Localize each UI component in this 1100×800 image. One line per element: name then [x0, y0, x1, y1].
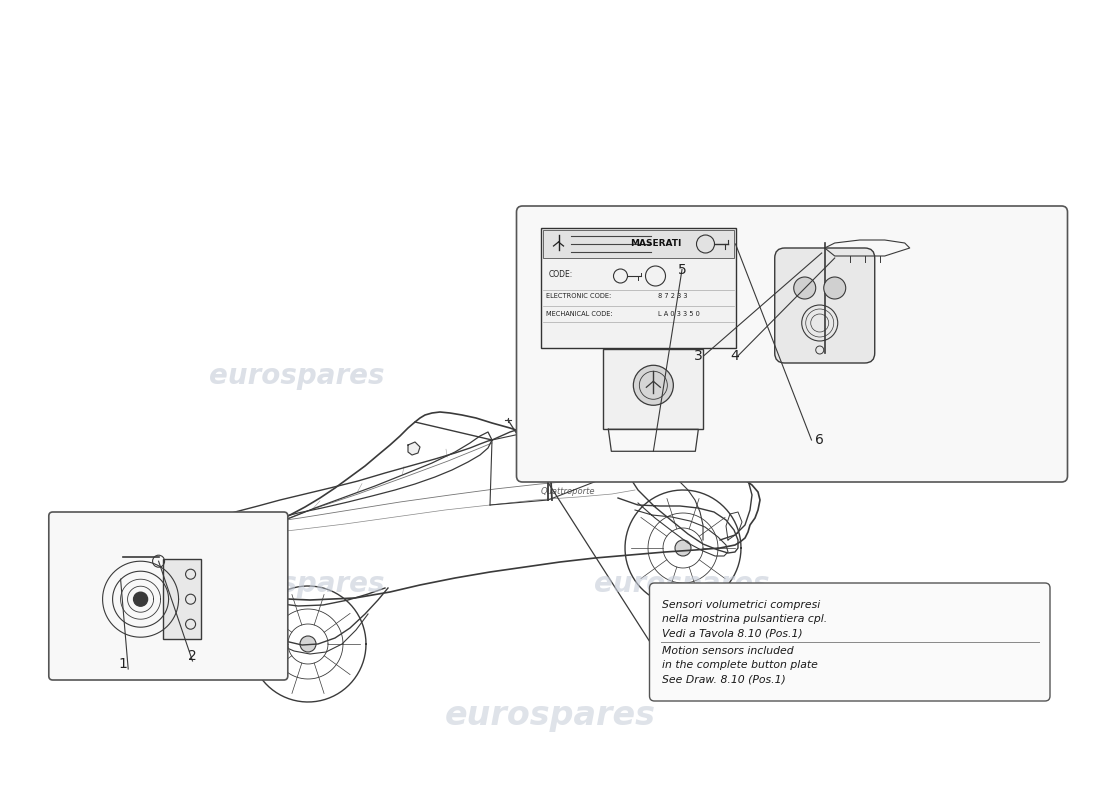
Text: MECHANICAL CODE:: MECHANICAL CODE:: [547, 311, 613, 317]
Text: 3: 3: [694, 349, 703, 363]
Text: eurospares: eurospares: [594, 362, 770, 390]
Bar: [542, 230, 734, 258]
Text: ELECTRONIC CODE:: ELECTRONIC CODE:: [547, 293, 612, 299]
Text: Motion sensors included
in the complete button plate
See Draw. 8.10 (Pos.1): Motion sensors included in the complete …: [662, 646, 818, 684]
Text: L A 0 3 3 5 0: L A 0 3 3 5 0: [659, 311, 701, 317]
Text: CODE:: CODE:: [549, 270, 573, 279]
Circle shape: [675, 540, 691, 556]
FancyBboxPatch shape: [649, 583, 1050, 701]
Polygon shape: [825, 240, 910, 256]
FancyBboxPatch shape: [774, 248, 875, 363]
FancyBboxPatch shape: [517, 206, 1067, 482]
Bar: [540, 228, 736, 348]
Polygon shape: [608, 430, 698, 451]
Polygon shape: [214, 528, 252, 560]
Text: eurospares: eurospares: [209, 570, 385, 598]
Circle shape: [133, 592, 147, 606]
Text: 6: 6: [815, 433, 824, 447]
Text: MASERATI: MASERATI: [630, 239, 681, 249]
Polygon shape: [408, 442, 420, 455]
Text: Quattroporte: Quattroporte: [541, 487, 595, 497]
Text: eurospares: eurospares: [209, 362, 385, 390]
Text: 5: 5: [678, 262, 686, 277]
FancyBboxPatch shape: [48, 512, 288, 680]
Bar: [603, 350, 703, 430]
Text: 8 7 2 3 3: 8 7 2 3 3: [659, 293, 688, 299]
Circle shape: [300, 636, 316, 652]
Text: eurospares: eurospares: [594, 570, 770, 598]
Text: 1: 1: [119, 657, 128, 671]
Text: 4: 4: [730, 349, 739, 363]
Bar: [163, 559, 200, 639]
Circle shape: [794, 277, 816, 299]
Circle shape: [634, 366, 673, 406]
Text: eurospares: eurospares: [444, 699, 656, 733]
Circle shape: [824, 277, 846, 299]
Text: 2: 2: [188, 649, 197, 663]
Text: Sensori volumetrici compresi
nella mostrina pulsantiera cpl.
Vedi a Tavola 8.10 : Sensori volumetrici compresi nella mostr…: [662, 600, 827, 638]
